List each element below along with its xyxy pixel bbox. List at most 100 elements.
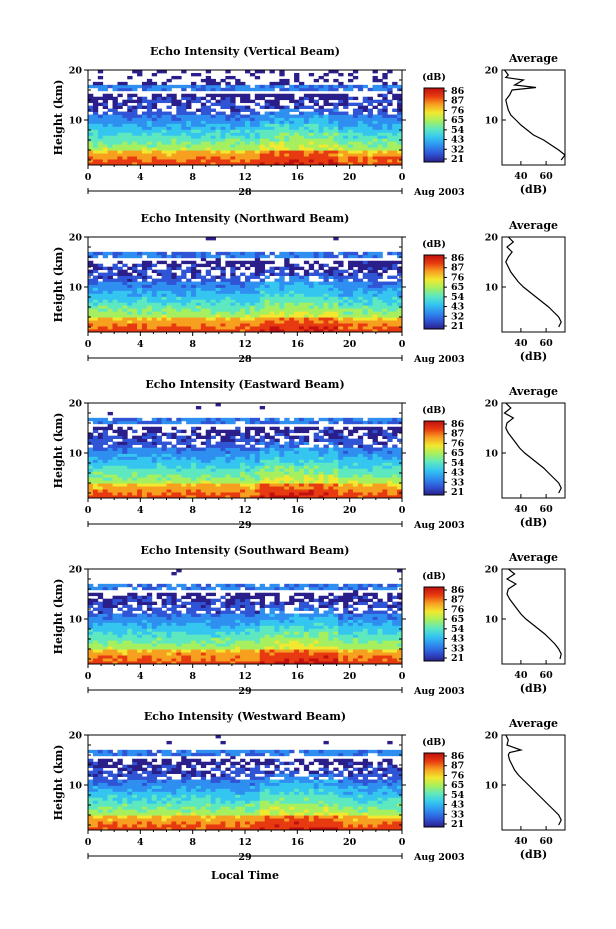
heatmap-cell xyxy=(181,468,187,472)
heatmap-cell xyxy=(210,299,216,303)
heatmap-cell xyxy=(343,435,349,440)
heatmap-cell xyxy=(112,105,118,109)
average-y-tick-label: 20 xyxy=(485,233,499,244)
heatmap-cell xyxy=(156,117,162,121)
heatmap-cell xyxy=(186,480,192,484)
heatmap-cell xyxy=(397,474,403,478)
heatmap-cell xyxy=(397,661,403,665)
heatmap-cell xyxy=(313,474,319,478)
heatmap-cell xyxy=(137,135,143,139)
heatmap-cell xyxy=(141,486,148,490)
heatmap-cell xyxy=(181,108,187,112)
heatmap-cell xyxy=(338,320,344,324)
heatmap-cell xyxy=(132,661,138,665)
heatmap-cell xyxy=(88,320,94,324)
heatmap-cell xyxy=(107,438,113,442)
heatmap-cell xyxy=(294,156,300,160)
heatmap-cell xyxy=(161,450,167,454)
heatmap-cell xyxy=(141,278,148,282)
heatmap-cell xyxy=(392,495,398,499)
heatmap-cell xyxy=(156,320,162,324)
heatmap-cell xyxy=(387,260,393,265)
heatmap-cell xyxy=(102,156,109,160)
heatmap-cell xyxy=(382,123,388,127)
heatmap-cell xyxy=(392,468,398,472)
heatmap-cell xyxy=(132,465,138,469)
heatmap-cell xyxy=(166,450,172,454)
heatmap-cell xyxy=(249,486,256,490)
heatmap-cell xyxy=(195,323,202,327)
heatmap-cell xyxy=(88,477,94,481)
heatmap-cell xyxy=(348,471,354,475)
heatmap-cell xyxy=(171,326,177,330)
heatmap-cell xyxy=(259,84,266,89)
heatmap-cell xyxy=(298,471,305,475)
heatmap-cell xyxy=(97,266,104,271)
heatmap-cell xyxy=(156,129,162,133)
heatmap-cell xyxy=(230,147,236,151)
heatmap-cell xyxy=(348,117,354,121)
heatmap-cell xyxy=(92,459,99,463)
heatmap-cell xyxy=(352,156,359,160)
heatmap-cell xyxy=(328,468,334,472)
heatmap-cell xyxy=(151,308,158,312)
heatmap-cell xyxy=(112,441,118,445)
heatmap-cell xyxy=(294,84,300,89)
heatmap-cell xyxy=(392,486,398,490)
heatmap-cell xyxy=(186,150,192,154)
heatmap-cell xyxy=(298,150,305,154)
heatmap-cell xyxy=(392,426,398,431)
heatmap-cell xyxy=(303,438,310,442)
heatmap-cell xyxy=(122,435,128,440)
heatmap-cell xyxy=(141,441,148,445)
heatmap-cell xyxy=(338,132,344,136)
heatmap-cell xyxy=(127,287,133,291)
heatmap-cell xyxy=(254,287,261,291)
average-x-tick-label: 60 xyxy=(539,338,553,349)
heatmap-cell xyxy=(328,287,334,291)
heatmap-cell xyxy=(269,105,275,109)
heatmap-cell xyxy=(132,459,138,463)
heatmap-cell xyxy=(289,120,295,124)
heatmap-cell xyxy=(97,305,104,309)
heatmap-cell xyxy=(289,263,295,268)
heatmap-cell xyxy=(137,438,143,442)
heatmap-cell xyxy=(392,329,398,333)
colorbar-tick-label: 76 xyxy=(451,272,465,283)
heatmap-cell xyxy=(328,435,334,440)
heatmap-cell xyxy=(132,658,138,662)
heatmap-cell xyxy=(357,314,364,318)
heatmap-cell xyxy=(343,293,349,297)
heatmap-cell xyxy=(151,495,158,499)
heatmap-cell xyxy=(186,456,192,460)
heatmap-cell xyxy=(235,260,241,265)
heatmap-cell xyxy=(249,658,256,662)
heatmap-cell xyxy=(348,495,354,499)
heatmap-cell xyxy=(186,278,192,282)
y-tick-label: 20 xyxy=(69,399,83,410)
heatmap-cell xyxy=(372,105,378,109)
heatmap-cell xyxy=(397,93,403,98)
heatmap-cell xyxy=(367,323,373,327)
heatmap-cell xyxy=(166,156,172,160)
heatmap-cell xyxy=(362,254,369,259)
heatmap-cell xyxy=(397,465,403,469)
heatmap-cell xyxy=(372,489,378,493)
heatmap-cell xyxy=(171,102,177,107)
heatmap-cell xyxy=(156,138,162,142)
heatmap-cell xyxy=(259,471,266,475)
heatmap-cell xyxy=(392,429,398,434)
heatmap-cell xyxy=(161,477,167,481)
heatmap-cell xyxy=(205,156,212,160)
heatmap-cell xyxy=(352,260,359,265)
heatmap-cell xyxy=(372,126,378,130)
heatmap-cell xyxy=(171,468,177,472)
heatmap-cell xyxy=(372,153,378,157)
heatmap-cell xyxy=(254,456,261,460)
heatmap-cell xyxy=(220,438,226,442)
heatmap-cell xyxy=(382,459,388,463)
heatmap-cell xyxy=(328,93,334,98)
heatmap-cell xyxy=(186,117,192,121)
heatmap-cell xyxy=(195,450,202,454)
heatmap-cell xyxy=(200,658,207,662)
